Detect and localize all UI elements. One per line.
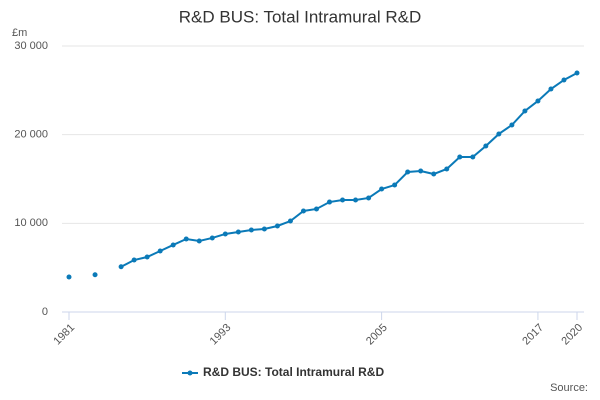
point [548,86,554,92]
x-tick-label: 1993 [208,322,234,348]
point [457,154,463,160]
point [366,195,372,201]
point [574,70,580,76]
point [287,218,293,224]
point [222,231,228,237]
y-tick-label: 0 [42,306,48,318]
legend-label: R&D BUS: Total Intramural R&D [203,365,384,379]
series-line [120,72,578,268]
point [235,229,241,235]
point [444,166,450,172]
x-tick-label: 1981 [51,322,77,348]
point [522,108,528,114]
point [431,171,437,177]
point [405,169,411,175]
point [535,98,541,104]
point [379,186,385,192]
point [509,122,515,128]
x-tick-label: 2020 [559,322,585,348]
source: Source: [550,382,588,394]
point [340,197,346,203]
y-tick-label: 20 000 [14,129,48,141]
point [313,206,319,212]
point [118,264,124,270]
point [353,197,359,203]
point [470,154,476,160]
point [209,235,215,241]
point [300,208,306,214]
point [196,238,202,244]
point [261,226,267,232]
point [92,272,98,278]
y-unit: £m [12,27,27,39]
y-tick-label: 10 000 [14,217,48,229]
x-tick-label: 2005 [364,322,390,348]
chart-title: R&D BUS: Total Intramural R&D [179,7,421,26]
point [131,257,137,263]
y-tick-label: 30 000 [14,40,48,52]
point [170,242,176,248]
point [183,236,189,242]
point [274,223,280,229]
point [327,199,333,205]
point [157,248,163,254]
point [248,227,254,233]
x-tick-label: 2017 [520,322,546,348]
point [144,254,150,260]
legend-symbol [187,370,193,376]
point [496,131,502,137]
point [483,143,489,149]
point [392,182,398,188]
point [561,77,567,83]
point [66,274,72,280]
point [418,168,424,174]
